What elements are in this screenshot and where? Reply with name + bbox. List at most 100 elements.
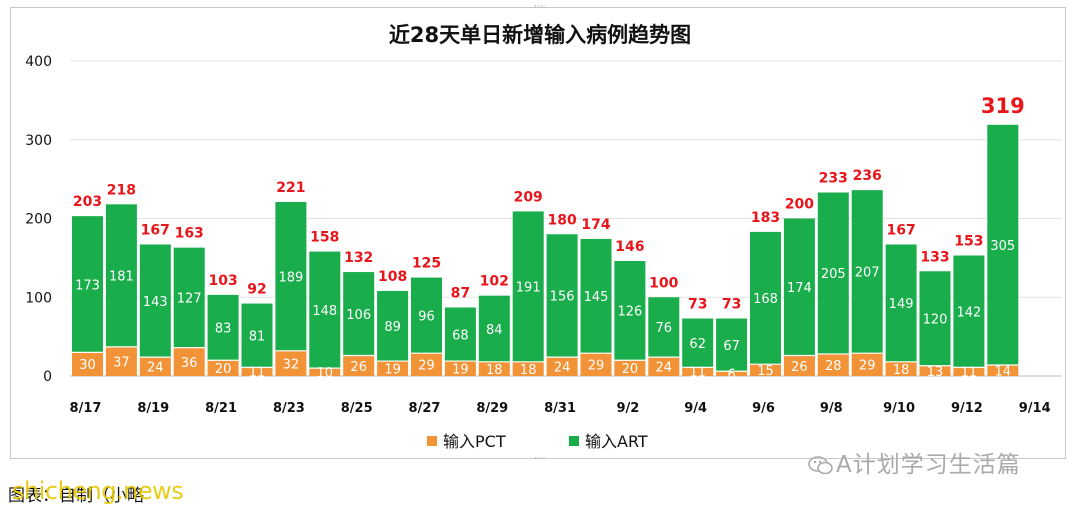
bar-segment-art: [851, 190, 883, 354]
bar-segment-pct: [309, 368, 341, 376]
data-label-pct: 24: [147, 361, 164, 376]
x-tick-label: 9/8: [820, 401, 843, 416]
data-label-art: 148: [312, 304, 337, 319]
data-label-art: 173: [75, 278, 100, 293]
data-label-total: 167: [141, 222, 170, 238]
bar-segment-art: [139, 244, 171, 358]
data-label-art: 149: [889, 297, 914, 312]
bar-segment-pct: [444, 361, 476, 376]
bar-segment-pct: [207, 360, 239, 376]
data-label-art: 143: [143, 295, 168, 310]
bar-segment-pct: [173, 347, 205, 376]
x-tick-label: 8/17: [70, 401, 102, 416]
y-tick-label: 400: [25, 54, 52, 70]
bar-segment-art: [343, 272, 375, 356]
data-label-total: 125: [412, 256, 441, 272]
bar-segment-pct: [987, 364, 1019, 376]
data-label-total: 319: [981, 94, 1025, 118]
x-tick-label: 9/2: [616, 401, 639, 416]
data-label-art: 168: [753, 292, 778, 307]
data-label-total: 233: [819, 171, 848, 187]
bar-segment-art: [207, 294, 239, 361]
bar-segment-pct: [953, 367, 985, 376]
bar-segment-art: [173, 247, 205, 348]
data-label-total: 236: [853, 168, 882, 184]
x-tick-label: 9/10: [883, 401, 915, 416]
bar-segment-art: [682, 318, 714, 368]
bar-segment-art: [750, 231, 781, 365]
data-label-art: 207: [855, 266, 880, 281]
bar-segment-pct: [343, 355, 375, 376]
legend-label-art: 输入ART: [585, 432, 648, 451]
bar-segment-art: [817, 192, 849, 354]
data-label-pct: 30: [79, 358, 96, 373]
data-label-art: 126: [617, 305, 642, 320]
x-tick-label: 8/29: [476, 401, 508, 416]
data-label-art: 174: [787, 281, 812, 296]
x-tick-label: 8/27: [409, 401, 441, 416]
data-label-total: 132: [344, 250, 373, 266]
data-label-art: 205: [821, 267, 846, 282]
data-label-total: 103: [208, 273, 237, 289]
x-tick-label: 8/23: [273, 401, 305, 416]
data-label-art: 62: [689, 337, 706, 352]
data-label-pct: 18: [520, 363, 537, 378]
data-label-art: 67: [723, 339, 740, 354]
stacked-bar-chart: 近28天单日新增输入病例趋势图 0 100 200 300 400 30 173 203 37…: [25, 23, 1062, 451]
bar-segment-pct: [614, 360, 646, 376]
data-label-pct: 29: [859, 359, 876, 374]
data-label-total: 87: [451, 285, 470, 301]
bar-segment-art: [716, 318, 748, 372]
bar-segment-pct: [478, 361, 510, 376]
data-label-total: 92: [247, 282, 266, 298]
bar-segment-art: [275, 201, 307, 351]
data-label-total: 146: [615, 239, 644, 255]
y-tick-label: 100: [25, 290, 52, 306]
data-label-total: 102: [480, 274, 509, 290]
bar-segment-pct: [411, 353, 442, 376]
bar-segment-pct: [139, 357, 171, 376]
bar-segment-art: [953, 255, 985, 368]
data-label-total: 163: [175, 226, 204, 242]
bar-segment-pct: [682, 367, 714, 376]
data-label-total: 158: [310, 230, 339, 246]
data-label-pct: 18: [486, 363, 503, 378]
x-tick-label: 9/4: [684, 401, 707, 416]
legend: 输入PCT 输入ART: [427, 432, 648, 451]
legend-swatch-art: [569, 436, 579, 446]
bar-segment-art: [580, 238, 612, 354]
data-label-pct: 13: [927, 365, 944, 380]
data-label-art: 191: [516, 281, 541, 296]
data-label-art: 145: [584, 290, 609, 305]
x-tick-label: 8/31: [544, 401, 576, 416]
data-label-art: 83: [215, 322, 232, 337]
bar-segment-art: [478, 295, 510, 362]
x-tick-label: 8/21: [205, 401, 237, 416]
data-label-total: 218: [107, 182, 136, 198]
resize-handle-bottom[interactable]: ····: [534, 454, 546, 464]
data-label-pct: 15: [757, 364, 774, 379]
resize-handle-top[interactable]: ····: [534, 2, 546, 12]
bar-segment-art: [241, 303, 273, 368]
bar-segment-pct: [885, 361, 917, 376]
bar-segment-pct: [716, 371, 748, 376]
data-label-art: 156: [550, 290, 575, 305]
data-label-pct: 36: [181, 356, 198, 371]
bar-segment-pct: [750, 364, 781, 376]
legend-swatch-pct: [427, 436, 437, 446]
data-label-pct: 32: [283, 357, 300, 372]
bar-segment-art: [72, 216, 103, 353]
data-label-total: 180: [547, 212, 576, 228]
data-label-pct: 14: [995, 364, 1012, 379]
data-label-pct: 20: [622, 362, 639, 377]
watermark: A计划学习生活篇: [808, 445, 1021, 479]
watermark-text: A计划学习生活篇: [836, 452, 1021, 478]
bar-segment-art: [546, 234, 578, 358]
data-label-pct: 29: [588, 359, 605, 374]
data-label-pct: 11: [689, 366, 706, 381]
data-label-pct: 29: [418, 359, 435, 374]
x-tick-label: 8/19: [137, 401, 169, 416]
data-label-art: 142: [956, 305, 981, 320]
bar-segment-art: [919, 271, 951, 366]
data-label-total: 221: [276, 180, 305, 196]
